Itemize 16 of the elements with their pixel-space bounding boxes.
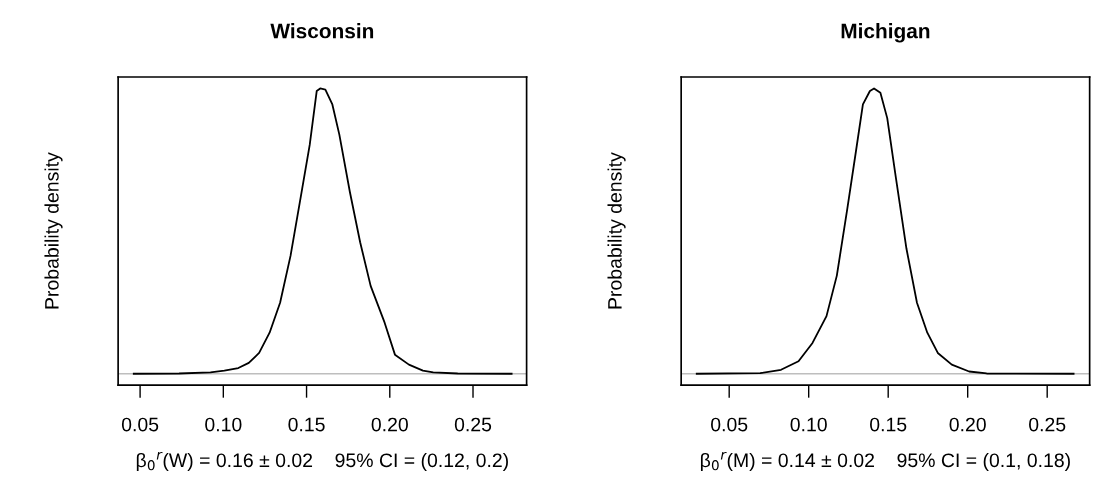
chart-title: Wisconsin bbox=[270, 23, 374, 39]
x-axis-title: β$_{0}$$^{r}$(W) = 0.16 ± 0.02 95% CI = (0.12, 0.2) bbox=[136, 451, 508, 472]
x-tick-label: 0.20 bbox=[949, 417, 986, 432]
x-tick-label: 0.20 bbox=[371, 417, 408, 432]
x-tick-label: 0.25 bbox=[1029, 417, 1066, 432]
x-tick-label: 0.25 bbox=[454, 417, 492, 432]
x-tick-label: 0.10 bbox=[205, 417, 242, 432]
x-tick-label: 0.05 bbox=[121, 417, 159, 432]
x-axis-title: β$_{0}$$^{r}$(M) = 0.14 ± 0.02 95% CI = (0.1, 0.18) bbox=[700, 451, 1070, 472]
x-tick-label: 0.15 bbox=[288, 417, 325, 432]
chart-title: Michigan bbox=[841, 23, 930, 43]
x-tick-label: 0.15 bbox=[870, 417, 907, 432]
x-tick-label: 0.05 bbox=[711, 417, 748, 432]
y-axis-title: Probability density bbox=[607, 152, 626, 309]
x-tick-label: 0.10 bbox=[790, 417, 827, 432]
y-axis-title: Probability density bbox=[44, 152, 63, 309]
